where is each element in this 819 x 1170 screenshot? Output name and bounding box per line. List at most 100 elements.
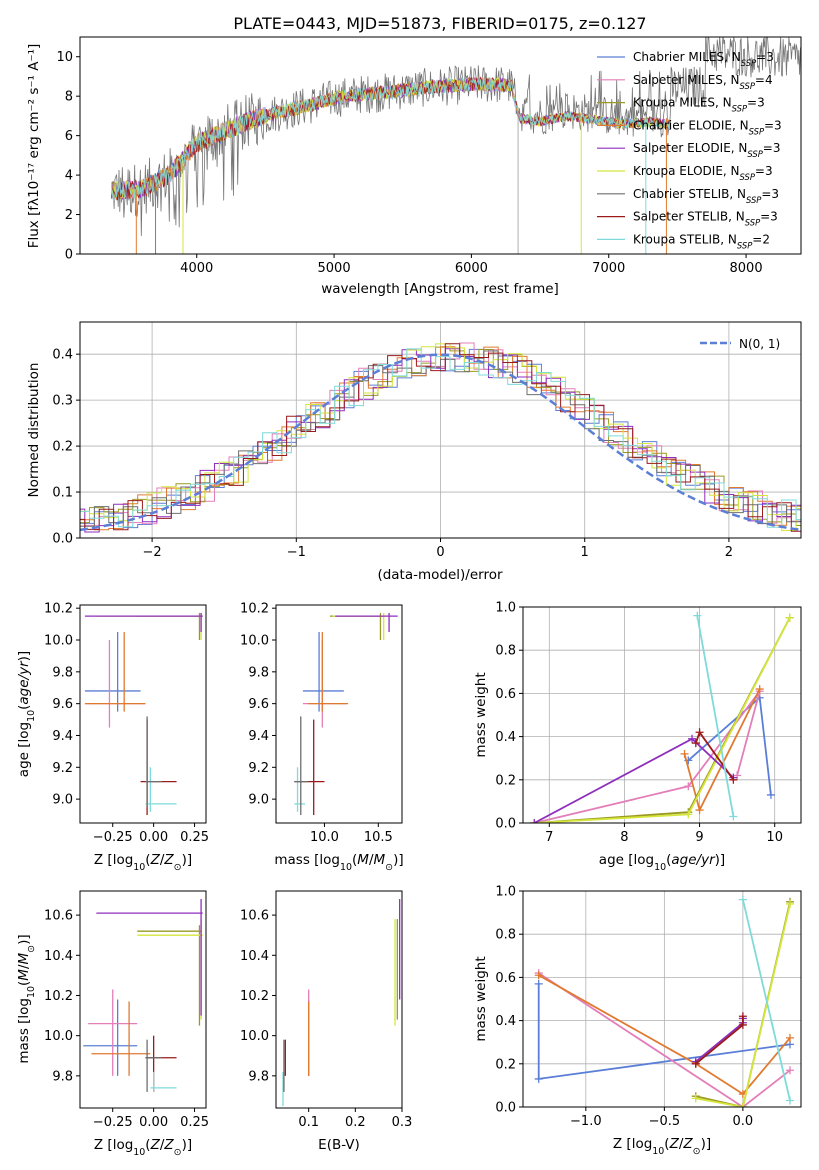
axes-frame bbox=[79, 890, 207, 1109]
weight-marker bbox=[530, 819, 539, 823]
weight-line-7 bbox=[696, 615, 735, 817]
y-tick-label: 0.8 bbox=[495, 644, 516, 659]
y-tick-label: 10.0 bbox=[44, 1029, 73, 1044]
y-tick-label: 9.8 bbox=[52, 1069, 73, 1084]
weight-line-4 bbox=[695, 903, 791, 1107]
legend-entry: N(0, 1) bbox=[739, 337, 780, 351]
x-tick-label: 0.25 bbox=[180, 1115, 209, 1130]
x-tick-label: −0.5 bbox=[649, 1114, 681, 1129]
axes-frame bbox=[79, 36, 802, 255]
y-tick-label: 2 bbox=[65, 208, 73, 223]
y-tick-label: 0.2 bbox=[495, 1057, 516, 1072]
x-tick-label: 6000 bbox=[455, 261, 488, 276]
y-tick-label: 9.2 bbox=[52, 761, 73, 776]
weight-marker bbox=[534, 971, 543, 980]
y-tick-label: 9.8 bbox=[248, 1069, 269, 1084]
legend-entry: Chabrier STELIB, NSSP=3 bbox=[633, 187, 779, 205]
weight-lines bbox=[534, 895, 795, 1107]
weight-marker bbox=[693, 611, 702, 620]
weight-lines bbox=[530, 611, 794, 823]
age-vs-metallicity-panel: −0.25 0.00 0.25 9.0 9.2 9.4 9.6 9.8 10.0 10.2 Z [l… bbox=[16, 602, 209, 873]
x-tick-label: 5000 bbox=[318, 261, 351, 276]
errorbars bbox=[83, 899, 203, 1092]
y-tick-label: 10.2 bbox=[240, 602, 269, 617]
mass-vs-metallicity-panel: −0.25 0.00 0.25 9.8 10.0 10.2 10.4 10.6 Z [log10… bbox=[16, 890, 209, 1158]
x-axis-label: E(B-V) bbox=[318, 1137, 360, 1153]
weight-marker bbox=[785, 613, 794, 622]
x-tick-label: −2 bbox=[143, 545, 162, 560]
y-axis-label: Normed distribution bbox=[26, 363, 42, 498]
y-tick-label: 0.4 bbox=[495, 1014, 516, 1029]
histogram-7 bbox=[80, 343, 801, 532]
y-tick-label: 8 bbox=[65, 90, 73, 105]
y-tick-label: 9.0 bbox=[52, 793, 73, 808]
weight-marker bbox=[695, 728, 704, 737]
y-tick-label: 10 bbox=[56, 50, 73, 65]
x-tick-label: 9 bbox=[695, 830, 703, 845]
y-tick-label: 0.6 bbox=[495, 971, 516, 986]
errorbars bbox=[294, 612, 398, 816]
x-tick-label: −0.25 bbox=[93, 830, 133, 845]
x-tick-label: 10.0 bbox=[310, 830, 339, 845]
legend-entry: Salpeter MILES, NSSP=4 bbox=[633, 73, 773, 91]
y-tick-label: 10.2 bbox=[44, 989, 73, 1004]
weight-marker bbox=[684, 810, 693, 819]
x-tick-label: 4000 bbox=[180, 261, 213, 276]
legend-entry: Salpeter ELODIE, NSSP=3 bbox=[633, 141, 781, 159]
x-tick-label: 0.3 bbox=[392, 1115, 413, 1130]
errorbars bbox=[84, 612, 203, 816]
x-tick-label: 1 bbox=[581, 545, 589, 560]
y-tick-label: 10.2 bbox=[44, 602, 73, 617]
weight-marker bbox=[691, 1059, 700, 1068]
y-tick-label: 10.0 bbox=[44, 634, 73, 649]
weight-line-1 bbox=[538, 972, 791, 1107]
weight-line-7 bbox=[742, 899, 791, 1101]
y-tick-label: 0 bbox=[65, 248, 73, 263]
x-tick-label: 2 bbox=[725, 545, 733, 560]
legend-entry: Chabrier MILES, NSSP=3 bbox=[633, 50, 774, 68]
figure-title: PLATE=0443, MJD=51873, FIBERID=0175, z=0… bbox=[233, 14, 646, 33]
axes-frame bbox=[79, 604, 207, 824]
y-tick-label: 0.2 bbox=[495, 773, 516, 788]
residuals-panel: −2 −1 0 1 2 0.0 0.1 0.2 0.3 0.4 N(0, 1) (data-model… bbox=[26, 321, 802, 583]
y-axis-label: Flux [fλ10⁻¹⁷ erg cm⁻² s⁻¹ A⁻¹] bbox=[26, 44, 42, 249]
axes-frame bbox=[522, 606, 802, 824]
y-tick-label: 0.4 bbox=[495, 730, 516, 745]
weight-marker bbox=[729, 812, 738, 821]
y-tick-label: 0.6 bbox=[495, 687, 516, 702]
legend-entry: Kroupa STELIB, NSSP=2 bbox=[633, 232, 770, 250]
weight-marker bbox=[534, 979, 543, 988]
weight-line-2 bbox=[538, 974, 791, 1096]
spectrum-panel: 4000 5000 6000 7000 8000 0 2 4 6 8 10 wavelength [A… bbox=[26, 36, 802, 297]
y-tick-label: 9.8 bbox=[52, 665, 73, 680]
weight-marker bbox=[729, 775, 738, 784]
weight-marker bbox=[738, 1103, 747, 1107]
x-tick-label: −1 bbox=[287, 545, 306, 560]
x-tick-label: 8 bbox=[620, 830, 628, 845]
x-axis-label: age [log10(age/yr)] bbox=[599, 852, 725, 873]
y-tick-label: 9.4 bbox=[52, 729, 73, 744]
y-axis-label: mass [log10(M/M⊙)] bbox=[16, 934, 37, 1063]
axes-frame bbox=[79, 321, 802, 539]
x-tick-label: 0.25 bbox=[180, 830, 209, 845]
spectrum-lines bbox=[111, 37, 801, 254]
y-tick-label: 6 bbox=[65, 129, 73, 144]
x-axis-label: Z [log10(Z/Z⊙)] bbox=[94, 1137, 192, 1158]
x-axis-label: wavelength [Angstrom, rest frame] bbox=[321, 281, 559, 297]
x-tick-label: 7000 bbox=[592, 261, 625, 276]
y-tick-label: 10.0 bbox=[240, 634, 269, 649]
errorbars bbox=[282, 899, 401, 1106]
y-tick-label: 10.2 bbox=[240, 989, 269, 1004]
y-tick-label: 9.6 bbox=[52, 697, 73, 712]
x-tick-label: 0.2 bbox=[345, 1115, 366, 1130]
x-axis-label: mass [log10(M/M⊙)] bbox=[274, 852, 403, 873]
legend: Chabrier MILES, NSSP=3 Salpeter MILES, NS… bbox=[597, 50, 782, 250]
weight-marker bbox=[755, 685, 764, 694]
age-vs-mass-panel: 10.0 10.5 9.0 9.2 9.4 9.6 9.8 10.0 10.2 mass [log… bbox=[240, 602, 404, 873]
x-tick-label: −1.0 bbox=[570, 1114, 602, 1129]
y-tick-label: 10.4 bbox=[44, 949, 73, 964]
y-tick-label: 0.0 bbox=[495, 817, 516, 832]
legend-entry: Kroupa MILES, NSSP=3 bbox=[633, 96, 765, 114]
legend-entry: Salpeter STELIB, NSSP=3 bbox=[633, 210, 778, 228]
y-tick-label: 9.8 bbox=[248, 665, 269, 680]
